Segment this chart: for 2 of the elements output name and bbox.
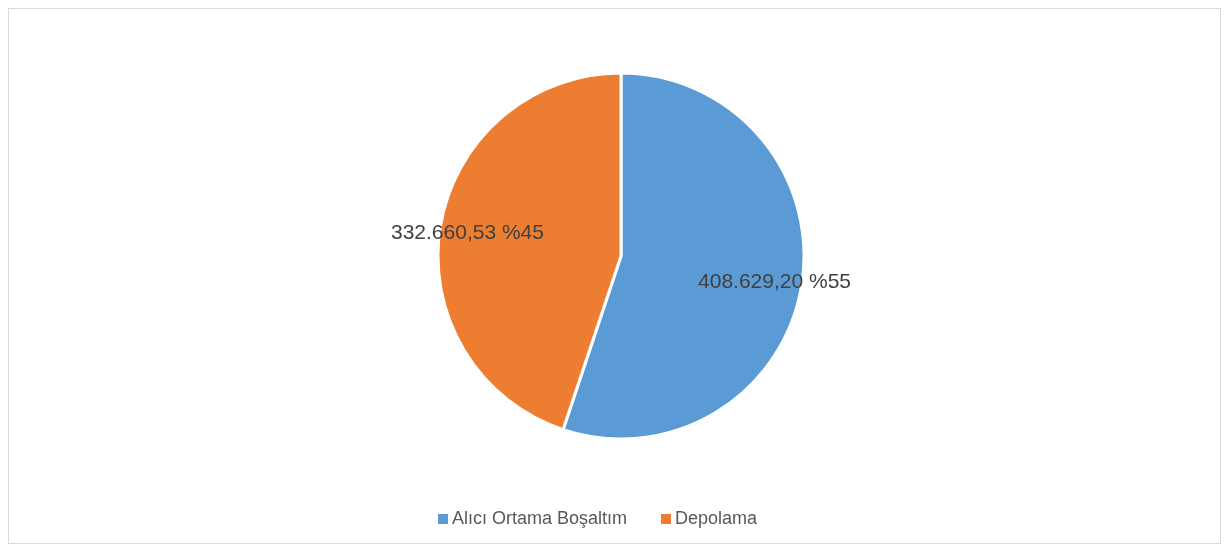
legend-label: Alıcı Ortama Boşaltım: [451, 508, 627, 528]
legend-label: Depolama: [675, 508, 758, 528]
